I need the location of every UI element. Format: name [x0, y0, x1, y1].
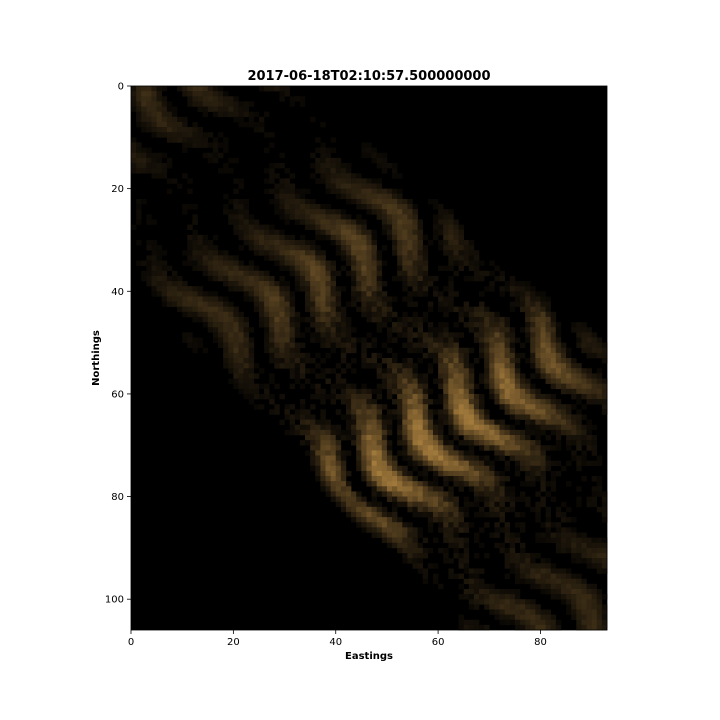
y-tick-label: 100: [105, 595, 124, 606]
x-tick-label: 60: [432, 637, 445, 648]
y-axis-label: Northings: [91, 330, 102, 386]
x-tick-label: 0: [128, 637, 134, 648]
x-tick-label: 80: [534, 637, 547, 648]
y-tick-label: 60: [111, 389, 124, 400]
x-axis-label: Eastings: [345, 651, 393, 662]
y-tick-label: 40: [111, 287, 124, 298]
x-tick-label: 20: [227, 637, 240, 648]
chart-title: 2017-06-18T02:10:57.500000000: [247, 69, 490, 84]
y-axis-ticks: 0 20 40 60 80 100: [105, 82, 131, 606]
x-tick-label: 40: [329, 637, 342, 648]
plot-frame: [130, 85, 608, 631]
y-tick-label: 0: [118, 82, 124, 93]
y-tick-label: 80: [111, 492, 124, 503]
x-axis-ticks: 0 20 40 60 80: [128, 630, 547, 648]
y-tick-label: 20: [111, 184, 124, 195]
heatmap-image: [131, 86, 608, 631]
